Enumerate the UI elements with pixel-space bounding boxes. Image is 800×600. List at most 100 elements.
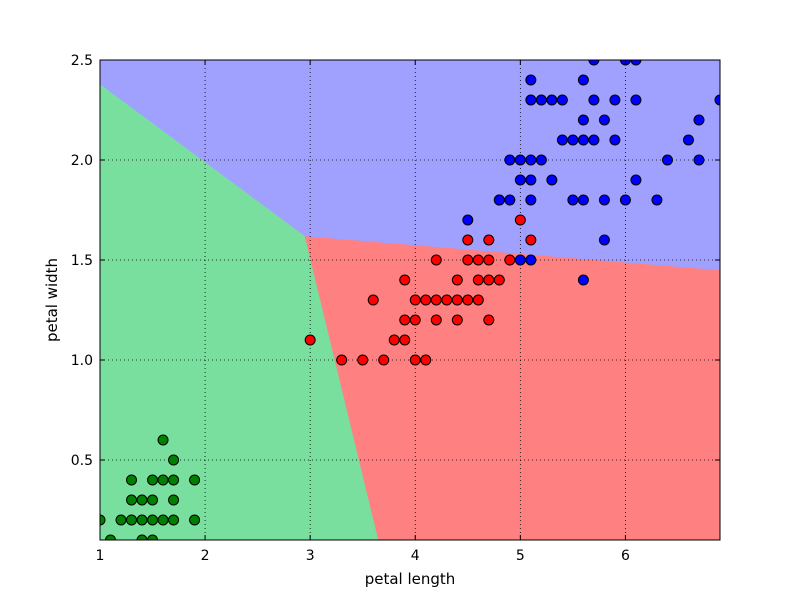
- data-point: [714, 94, 720, 106]
- x-tick-label: 4: [411, 548, 420, 564]
- x-tick-label: 2: [201, 548, 210, 564]
- data-point: [100, 514, 106, 526]
- data-point: [525, 154, 537, 166]
- data-point: [504, 154, 516, 166]
- data-point: [462, 234, 474, 246]
- data-point: [535, 154, 547, 166]
- y-axis-label: petal width: [43, 258, 61, 342]
- decision-region: [304, 235, 720, 540]
- grid-lines: [100, 60, 720, 540]
- data-point: [525, 254, 537, 266]
- data-point: [126, 514, 138, 526]
- data-point: [409, 294, 421, 306]
- data-point: [630, 94, 642, 106]
- decision-regions: [100, 60, 720, 540]
- data-point: [525, 94, 537, 106]
- data-point: [577, 114, 589, 126]
- y-tick-label: 0.5: [71, 453, 93, 469]
- x-tick-label: 5: [516, 548, 525, 564]
- data-point: [630, 174, 642, 186]
- data-point: [598, 234, 610, 246]
- data-point: [514, 174, 526, 186]
- data-point: [168, 514, 180, 526]
- data-point: [661, 154, 673, 166]
- data-point: [304, 334, 316, 346]
- data-point: [682, 134, 694, 146]
- data-point: [577, 74, 589, 86]
- data-point: [535, 94, 547, 106]
- data-point: [472, 294, 484, 306]
- data-point: [399, 334, 411, 346]
- data-point: [451, 274, 463, 286]
- x-tick-label: 6: [621, 548, 630, 564]
- data-point: [525, 194, 537, 206]
- data-point: [399, 274, 411, 286]
- data-point: [157, 514, 169, 526]
- data-point: [420, 354, 432, 366]
- data-point: [609, 134, 621, 146]
- data-point: [409, 354, 421, 366]
- data-point: [472, 274, 484, 286]
- data-point: [598, 114, 610, 126]
- data-point: [577, 134, 589, 146]
- data-point: [378, 354, 390, 366]
- data-point: [136, 534, 148, 540]
- data-point: [493, 274, 505, 286]
- x-axis-label: petal length: [365, 570, 456, 588]
- y-tick-label: 1.5: [71, 253, 93, 269]
- data-point: [420, 294, 432, 306]
- data-point: [588, 94, 600, 106]
- data-point: [115, 514, 127, 526]
- data-point: [430, 254, 442, 266]
- data-point: [462, 214, 474, 226]
- data-point: [168, 454, 180, 466]
- data-point: [525, 74, 537, 86]
- data-point: [630, 60, 642, 66]
- data-point: [430, 314, 442, 326]
- data-point: [451, 314, 463, 326]
- data-point: [189, 514, 201, 526]
- data-point: [388, 334, 400, 346]
- data-point: [336, 354, 348, 366]
- data-point: [483, 234, 495, 246]
- data-point: [588, 60, 600, 66]
- data-point: [504, 254, 516, 266]
- data-point: [514, 154, 526, 166]
- data-point: [598, 194, 610, 206]
- data-point: [409, 314, 421, 326]
- data-point: [619, 194, 631, 206]
- data-point: [525, 174, 537, 186]
- data-point: [493, 194, 505, 206]
- data-point: [588, 134, 600, 146]
- data-point: [693, 154, 705, 166]
- data-point: [462, 294, 474, 306]
- data-point: [567, 134, 579, 146]
- data-point: [693, 114, 705, 126]
- data-point: [504, 194, 516, 206]
- data-point: [357, 354, 369, 366]
- data-point: [451, 294, 463, 306]
- axis-ticks: 1 2 3 4 5 6 0.5 1.0 1.5 2.0 2.5: [71, 53, 720, 564]
- data-point: [367, 294, 379, 306]
- data-point: [157, 474, 169, 486]
- plot-frame: [99, 59, 721, 541]
- data-point: [147, 534, 159, 540]
- data-point: [483, 274, 495, 286]
- data-point: [483, 254, 495, 266]
- data-point: [399, 314, 411, 326]
- data-point: [577, 274, 589, 286]
- data-point: [472, 254, 484, 266]
- data-point: [430, 294, 442, 306]
- data-point: [546, 174, 558, 186]
- data-point: [126, 474, 138, 486]
- y-tick-label: 2.5: [71, 53, 93, 69]
- data-point: [147, 514, 159, 526]
- x-tick-label: 1: [96, 548, 105, 564]
- data-point: [546, 94, 558, 106]
- data-point: [525, 234, 537, 246]
- data-point: [556, 134, 568, 146]
- data-point: [147, 494, 159, 506]
- decision-region: [100, 60, 720, 271]
- data-point: [168, 494, 180, 506]
